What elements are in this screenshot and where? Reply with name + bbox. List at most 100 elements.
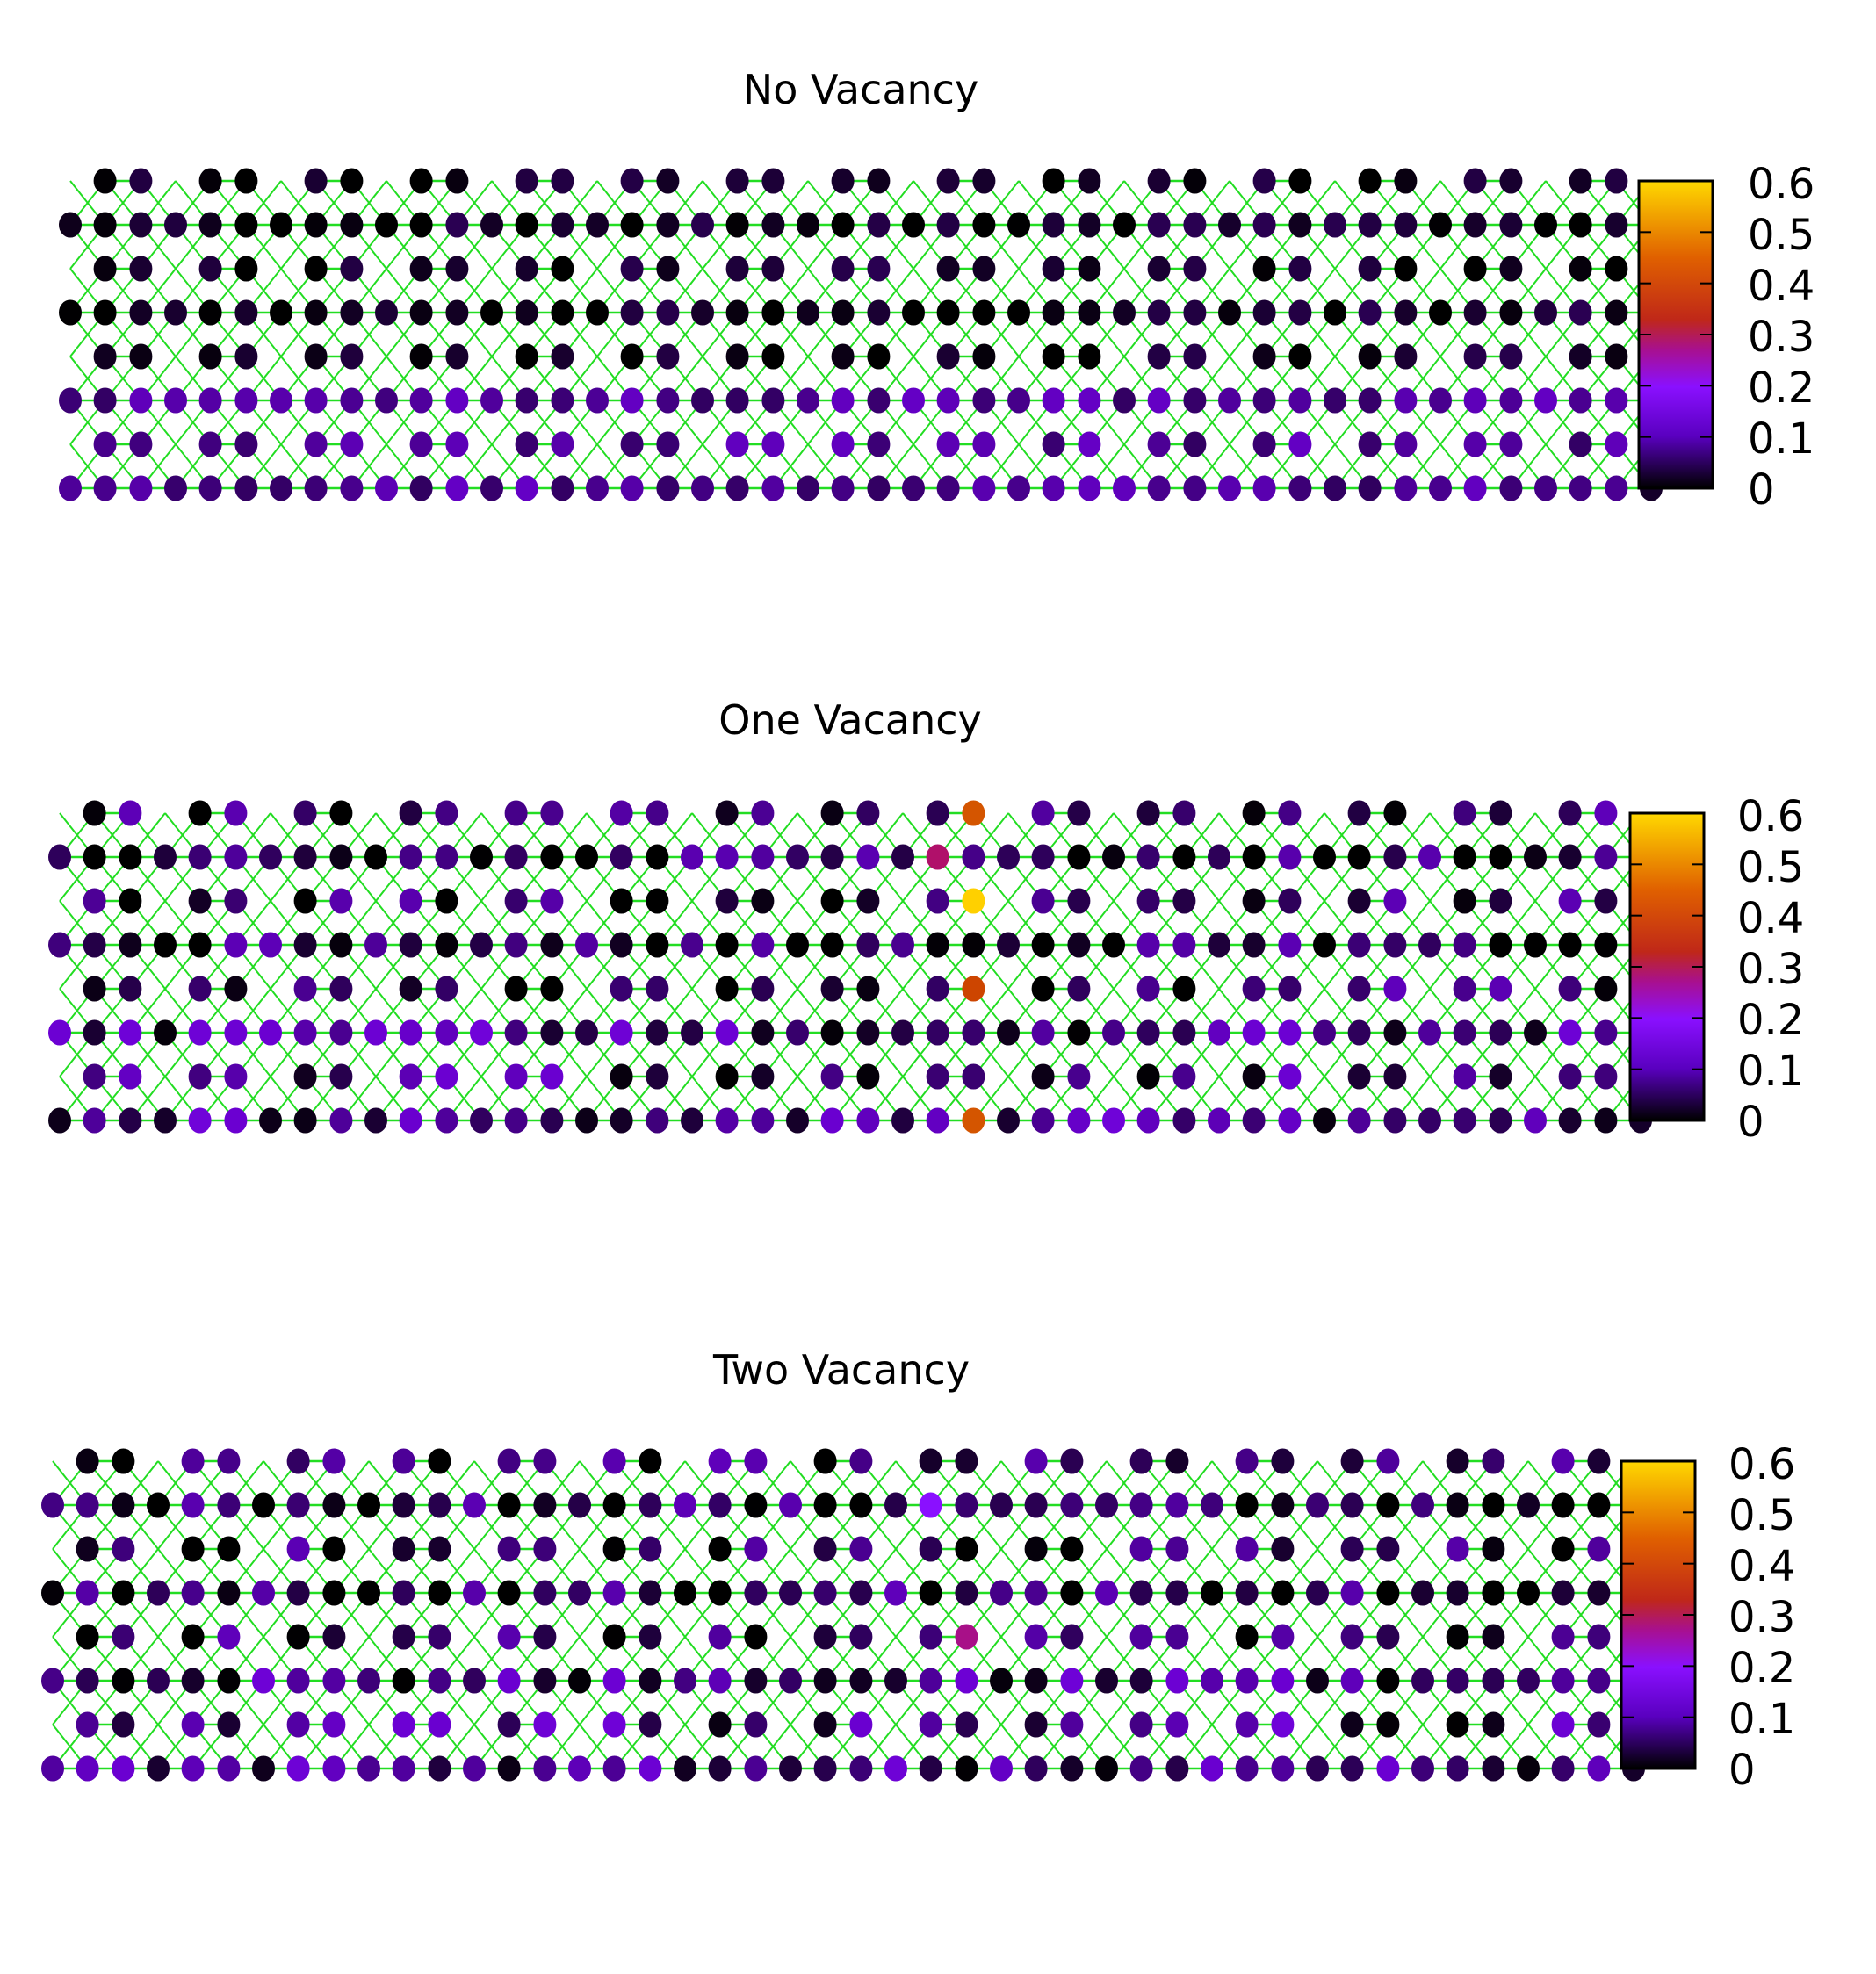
lattice-site xyxy=(1453,844,1476,870)
lattice-site xyxy=(849,1448,873,1474)
lattice-site xyxy=(234,168,258,194)
lattice-site xyxy=(586,387,609,414)
lattice-site xyxy=(428,1668,451,1694)
lattice-site xyxy=(428,1492,451,1518)
colorbar-tick-label: 0.2 xyxy=(1737,996,1804,1045)
lattice-site xyxy=(480,212,503,238)
lattice-site xyxy=(1252,168,1276,194)
lattice-site xyxy=(83,1107,106,1134)
lattice-site xyxy=(551,387,574,414)
lattice-site xyxy=(198,431,222,457)
lattice-site xyxy=(646,1063,669,1090)
lattice-site xyxy=(813,1755,837,1782)
lattice-site xyxy=(1489,976,1512,1002)
lattice-site xyxy=(259,932,282,958)
lattice-site xyxy=(1007,299,1030,326)
lattice-site xyxy=(329,1019,353,1046)
lattice-site xyxy=(602,1755,626,1782)
lattice-site xyxy=(639,1711,662,1738)
lattice-site xyxy=(304,168,328,194)
lattice-site xyxy=(1446,1755,1469,1782)
lattice-site xyxy=(217,1492,241,1518)
lattice-site xyxy=(856,1063,880,1090)
lattice-site xyxy=(725,256,749,282)
lattice-site xyxy=(751,1063,775,1090)
lattice-site xyxy=(340,343,364,370)
colorbar-ticks xyxy=(1630,812,1704,1121)
lattice-site xyxy=(602,1668,626,1694)
lattice-site xyxy=(797,475,819,501)
lattice-site xyxy=(463,1755,486,1782)
lattice-site xyxy=(1136,1063,1160,1090)
colorbar-tick-label: 0.3 xyxy=(1737,945,1804,994)
lattice-site xyxy=(293,932,317,958)
lattice-site xyxy=(409,343,433,370)
lattice-site xyxy=(1201,1668,1223,1694)
lattice-site xyxy=(1587,1580,1611,1606)
lattice-site xyxy=(76,1755,99,1782)
lattice-site xyxy=(902,212,925,238)
lattice-site xyxy=(198,299,222,326)
lattice-site xyxy=(112,1492,135,1518)
lattice-site xyxy=(646,1019,669,1046)
lattice-site xyxy=(1306,1668,1329,1694)
lattice-site xyxy=(725,299,749,326)
lattice-site xyxy=(1067,1019,1091,1046)
lattice-site xyxy=(329,1107,353,1134)
lattice-site xyxy=(93,475,117,501)
lattice-site xyxy=(83,844,106,870)
lattice-site xyxy=(1394,431,1418,457)
lattice-site xyxy=(329,1063,353,1090)
lattice-site xyxy=(1235,1492,1259,1518)
lattice-site xyxy=(198,256,222,282)
lattice-site xyxy=(1067,1107,1091,1134)
lattice-site xyxy=(1558,1107,1582,1134)
lattice-site xyxy=(1024,1755,1048,1782)
lattice-site xyxy=(497,1448,521,1474)
lattice-site xyxy=(234,343,258,370)
site-markers xyxy=(59,168,1663,501)
lattice-site xyxy=(691,212,714,238)
lattice-site xyxy=(164,212,187,238)
lattice-site xyxy=(1078,431,1101,457)
lattice-site xyxy=(217,1624,241,1650)
lattice-site xyxy=(286,1580,310,1606)
lattice-site xyxy=(1446,1580,1469,1606)
lattice-site xyxy=(1569,475,1592,501)
lattice-site xyxy=(428,1711,451,1738)
lattice-site xyxy=(409,475,433,501)
lattice-site xyxy=(1060,1755,1084,1782)
lattice-site xyxy=(725,212,749,238)
lattice-site xyxy=(76,1492,99,1518)
lattice-site xyxy=(891,844,914,870)
lattice-site xyxy=(1358,475,1382,501)
lattice-site xyxy=(1558,1063,1582,1090)
colorbar-tick-label: 0.4 xyxy=(1737,894,1804,943)
lattice-site xyxy=(154,1107,177,1134)
lattice-site xyxy=(224,800,248,826)
lattice-site xyxy=(1347,976,1371,1002)
lattice-site xyxy=(1383,844,1407,870)
panel-title: One Vacancy xyxy=(718,696,982,744)
lattice-site xyxy=(1042,475,1065,501)
lattice-site xyxy=(286,1711,310,1738)
lattice-site xyxy=(646,844,669,870)
lattice-site xyxy=(1147,256,1171,282)
lattice-site xyxy=(820,932,844,958)
lattice-site xyxy=(1172,976,1196,1002)
lattice-site xyxy=(286,1668,310,1694)
lattice-site xyxy=(715,800,739,826)
lattice-site xyxy=(1569,343,1592,370)
lattice-site xyxy=(112,1536,135,1562)
lattice-site xyxy=(551,256,574,282)
lattice-site xyxy=(119,800,142,826)
lattice-site xyxy=(399,800,422,826)
lattice-site xyxy=(1463,299,1487,326)
lattice-site xyxy=(1489,800,1512,826)
lattice-site xyxy=(1463,256,1487,282)
lattice-site xyxy=(83,1063,106,1090)
lattice-site xyxy=(708,1492,732,1518)
lattice-site xyxy=(1358,431,1382,457)
lattice-site xyxy=(1534,299,1557,326)
lattice-site xyxy=(76,1711,99,1738)
